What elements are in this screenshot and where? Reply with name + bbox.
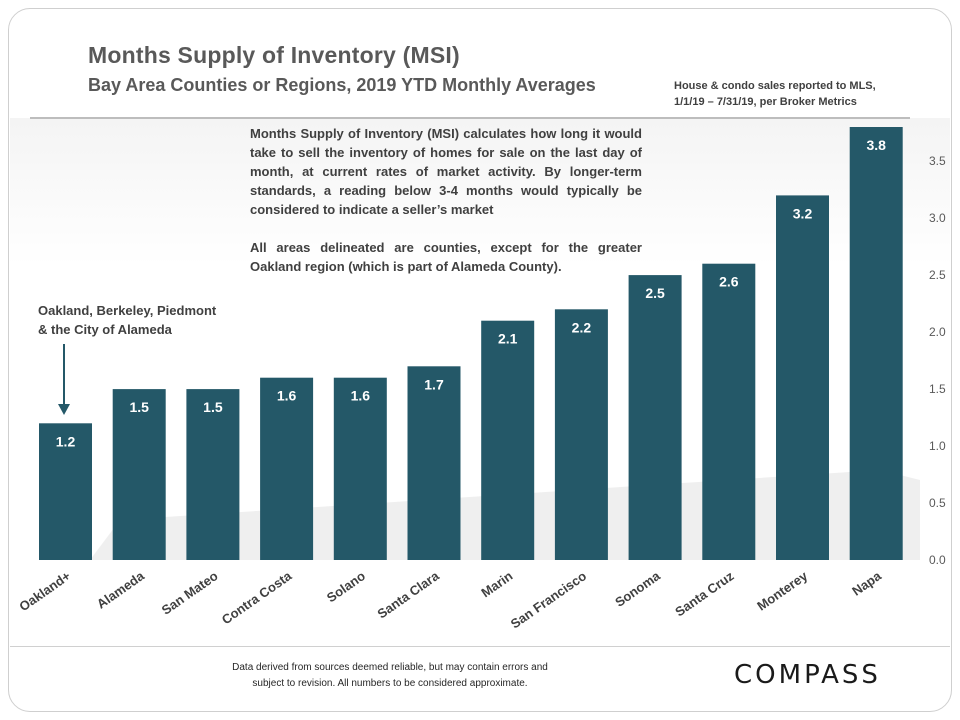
logo-letter: P — [804, 660, 822, 690]
y-tick-label: 2.0 — [929, 325, 946, 339]
y-tick-label: 1.5 — [929, 382, 946, 396]
x-tick-label: Sonoma — [612, 568, 663, 610]
bar-sonoma — [628, 275, 682, 560]
bar-solano — [333, 377, 387, 560]
y-tick-label: 0.0 — [929, 553, 946, 567]
logo-letter: O — [755, 660, 779, 690]
data-label: 1.6 — [351, 388, 371, 404]
x-tick-label: Monterey — [754, 568, 811, 614]
bar-san-francisco — [554, 309, 608, 560]
bar-oakland- — [39, 423, 92, 560]
logo-letter: M — [778, 660, 805, 690]
y-tick-label: 2.5 — [929, 268, 946, 282]
x-tick-label: Solano — [324, 568, 368, 605]
y-tick-label: 3.5 — [929, 154, 946, 168]
data-label: 1.5 — [129, 399, 149, 415]
data-label: 1.7 — [424, 376, 444, 392]
x-tick-label: Santa Cruz — [672, 568, 737, 620]
source-note-line: House & condo sales reported to MLS, — [674, 80, 876, 92]
x-tick-label: San Francisco — [508, 568, 589, 631]
x-tick-label: Marin — [478, 568, 515, 600]
data-label: 1.2 — [56, 433, 76, 449]
x-tick-label: San Mateo — [159, 568, 221, 618]
bar-santa-cruz — [702, 263, 756, 560]
down-arrow-icon — [58, 344, 70, 415]
y-tick-label: 1.0 — [929, 439, 946, 453]
data-label: 2.6 — [719, 274, 739, 290]
chart-title: Months Supply of Inventory (MSI) — [88, 42, 460, 68]
logo-letter: S — [841, 660, 862, 690]
data-label: 1.5 — [203, 399, 223, 415]
x-tick-label: Contra Costa — [219, 568, 295, 628]
bar-contra-costa — [260, 377, 314, 560]
bar-napa — [849, 127, 903, 560]
bar-santa-clara — [407, 366, 461, 560]
logo-letter: A — [821, 660, 842, 690]
x-tick-label: Alameda — [94, 568, 148, 612]
bar-san-mateo — [186, 389, 240, 560]
annotation-line: Oakland, Berkeley, Piedmont — [38, 303, 217, 318]
data-label: 3.2 — [793, 205, 813, 221]
bar-alameda — [112, 389, 166, 560]
data-label: 2.5 — [645, 285, 665, 301]
header-divider — [30, 117, 910, 119]
logo-letter: C — [734, 660, 756, 690]
disclaimer: Data derived from sources deemed reliabl… — [180, 660, 600, 692]
footer-divider — [10, 646, 950, 647]
source-note: House & condo sales reported to MLS, 1/1… — [674, 78, 914, 110]
description-paragraph: Months Supply of Inventory (MSI) calcula… — [250, 126, 642, 217]
data-label: 2.1 — [498, 331, 518, 347]
data-label: 1.6 — [277, 388, 297, 404]
annotation-line: & the City of Alameda — [38, 322, 172, 337]
description-paragraph: All areas delineated are counties, excep… — [250, 240, 642, 274]
chart-subtitle: Bay Area Counties or Regions, 2019 YTD M… — [88, 75, 596, 95]
bar-marin — [481, 320, 535, 560]
msi-description: Months Supply of Inventory (MSI) calcula… — [250, 124, 642, 276]
data-label: 2.2 — [572, 319, 592, 335]
compass-logo: COMPASS — [734, 660, 881, 690]
x-tick-label: Napa — [849, 568, 884, 599]
data-label: 3.8 — [866, 137, 886, 153]
logo-letter: S — [861, 660, 881, 690]
x-tick-label: Oakland+ — [16, 568, 73, 614]
y-tick-label: 0.5 — [929, 496, 946, 510]
disclaimer-line: Data derived from sources deemed reliabl… — [232, 662, 548, 673]
y-tick-label: 3.0 — [929, 211, 946, 225]
bar-monterey — [776, 195, 829, 560]
oakland-annotation: Oakland, Berkeley, Piedmont & the City o… — [38, 301, 258, 339]
source-note-line: 1/1/19 – 7/31/19, per Broker Metrics — [674, 96, 857, 108]
disclaimer-line: subject to revision. All numbers to be c… — [252, 678, 528, 689]
x-tick-label: Santa Clara — [375, 568, 443, 622]
